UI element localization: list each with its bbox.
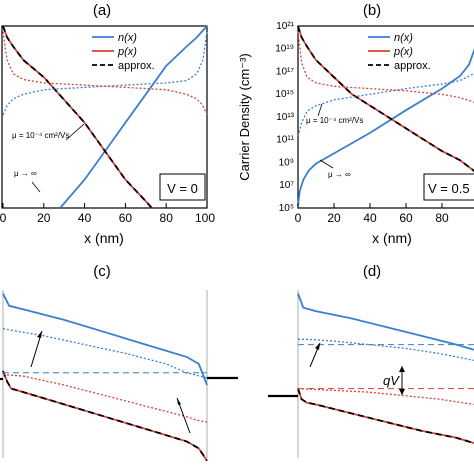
panel-b-xtick-0: 0 — [295, 211, 302, 225]
panel-d-series-4 — [297, 387, 474, 406]
panel-b-xtick-4: 80 — [435, 211, 449, 225]
panel-a-frame — [1, 25, 208, 209]
panel-b-xtick-2: 40 — [363, 211, 377, 225]
panel-b-series-4 — [297, 31, 474, 103]
legend-b-p-label: p(x) — [393, 46, 413, 58]
panel-a-series-0 — [59, 25, 208, 209]
panel-b-voltage-box — [423, 173, 474, 201]
panel-d-qv-label: qV — [383, 373, 400, 388]
panel-c-series — [2, 293, 208, 462]
panel-b-series-3 — [297, 72, 474, 137]
panel-b-mu-label: μ = 10⁻⁴ cm²/Vs — [306, 116, 363, 125]
panel-b-xtick-1: 20 — [327, 211, 341, 225]
legend-a-approx-label: approx. — [118, 60, 155, 72]
panel-a-series-3 — [2, 31, 208, 115]
panel-b-ytick-4: 10¹³ — [276, 112, 294, 123]
panel-b-plot: 10⁵ 10⁷ 10⁹ 10¹¹ 10¹³ 10¹⁵ 10¹⁷ 10¹⁹ 10²… — [237, 21, 474, 246]
panel-a-series-1 — [2, 25, 153, 209]
panel-c-series-3 — [2, 328, 208, 379]
panel-b-ytick-5: 10¹⁵ — [275, 89, 294, 100]
panel-b-xtick-3: 60 — [399, 211, 413, 225]
panel-c-series-2 — [2, 370, 208, 462]
panel-c-label: (c) — [93, 263, 111, 280]
panel-d-plot: qV — [268, 290, 474, 458]
legend-a-n-label: n(x) — [118, 32, 137, 44]
panel-b-legend: n(x) p(x) approx. — [368, 32, 431, 72]
panel-a-xtick-2: 40 — [78, 211, 92, 225]
panel-c-series-1 — [2, 370, 208, 462]
panel-a-legend: n(x) p(x) approx. — [92, 32, 155, 72]
panel-d-label: (d) — [363, 263, 381, 280]
panel-b-ytick-3: 10¹¹ — [276, 135, 294, 146]
panel-a-xtick-3: 60 — [119, 211, 133, 225]
panel-b-ytick-2: 10⁹ — [279, 158, 294, 169]
panel-b-ytick-8: 10²¹ — [276, 21, 294, 32]
panel-b-series — [297, 25, 474, 206]
panel-a-plot: 0 20 40 60 80 100 x (nm) n(x) p(x) appro… — [0, 25, 215, 246]
panel-d-qv-arrowhead-down — [399, 389, 405, 395]
panel-a-xticks: 0 20 40 60 80 100 — [0, 211, 215, 225]
panel-a-series-4 — [2, 31, 208, 115]
panel-b-yticks: 10⁵ 10⁷ 10⁹ 10¹¹ 10¹³ 10¹⁵ 10¹⁷ 10¹⁹ 10²… — [275, 21, 294, 214]
panel-a-label: (a) — [93, 2, 111, 19]
panel-d-series-3 — [298, 338, 474, 362]
panel-b-frame — [297, 25, 474, 209]
panel-a-series — [2, 25, 208, 209]
panel-c-arrowhead-2 — [177, 398, 181, 405]
panel-b-ytick-0: 10⁵ — [279, 203, 294, 214]
legend-b-approx-label: approx. — [394, 60, 431, 72]
panel-b-series-2 — [297, 25, 474, 172]
panel-c-arrowhead-1 — [37, 331, 42, 338]
panel-c-plot — [0, 290, 238, 462]
panel-b-mu-pointer — [317, 103, 323, 117]
panel-b-label: (b) — [363, 2, 381, 19]
panel-a-voltage-label: V = 0 — [167, 181, 198, 196]
panel-d-series — [297, 293, 474, 444]
panel-a-voltage-box — [159, 173, 206, 201]
panel-a-xlabel: x (nm) — [84, 230, 124, 246]
panel-b-ytick-7: 10¹⁹ — [275, 44, 294, 55]
panel-a-mu-pointer — [65, 123, 85, 141]
panel-c-series-4 — [2, 373, 208, 423]
panel-d-series-1 — [297, 388, 474, 444]
panel-b-ytick-6: 10¹⁷ — [276, 67, 294, 78]
panel-d-qv-arrowhead-up — [399, 366, 405, 372]
panel-b-xlabel: x (nm) — [372, 230, 412, 246]
panel-d-arrowhead — [315, 343, 320, 350]
panel-a-xtick-4: 80 — [160, 211, 174, 225]
panel-a-xtick-5: 100 — [195, 211, 215, 225]
panel-c-series-0 — [2, 293, 208, 386]
panel-b-voltage-label: V = 0.5 — [428, 181, 470, 196]
panel-a-muinf-pointer — [31, 181, 41, 193]
panel-a-xtick-0: 0 — [0, 211, 7, 225]
panel-b-muinf-pointer — [319, 159, 334, 169]
panel-b-muinf-label: μ → ∞ — [328, 170, 351, 179]
panel-a-mu-label: μ = 10⁻⁴ cm²/Vs — [12, 131, 69, 140]
panel-b-series-0 — [297, 48, 474, 206]
panel-b-ytick-1: 10⁷ — [279, 180, 294, 191]
panel-d-series-0 — [297, 293, 474, 351]
panel-a-xtick-1: 20 — [37, 211, 51, 225]
panel-b-ylabel: Carrier Density (cm⁻³) — [237, 53, 252, 180]
panel-d-series-2 — [297, 388, 474, 444]
panel-b-xticks: 0 20 40 60 80 — [295, 211, 449, 225]
legend-a-p-label: p(x) — [117, 46, 137, 58]
panel-b-series-1 — [297, 25, 474, 172]
legend-b-n-label: n(x) — [394, 32, 413, 44]
panel-a-muinf-label: μ → ∞ — [14, 169, 37, 178]
